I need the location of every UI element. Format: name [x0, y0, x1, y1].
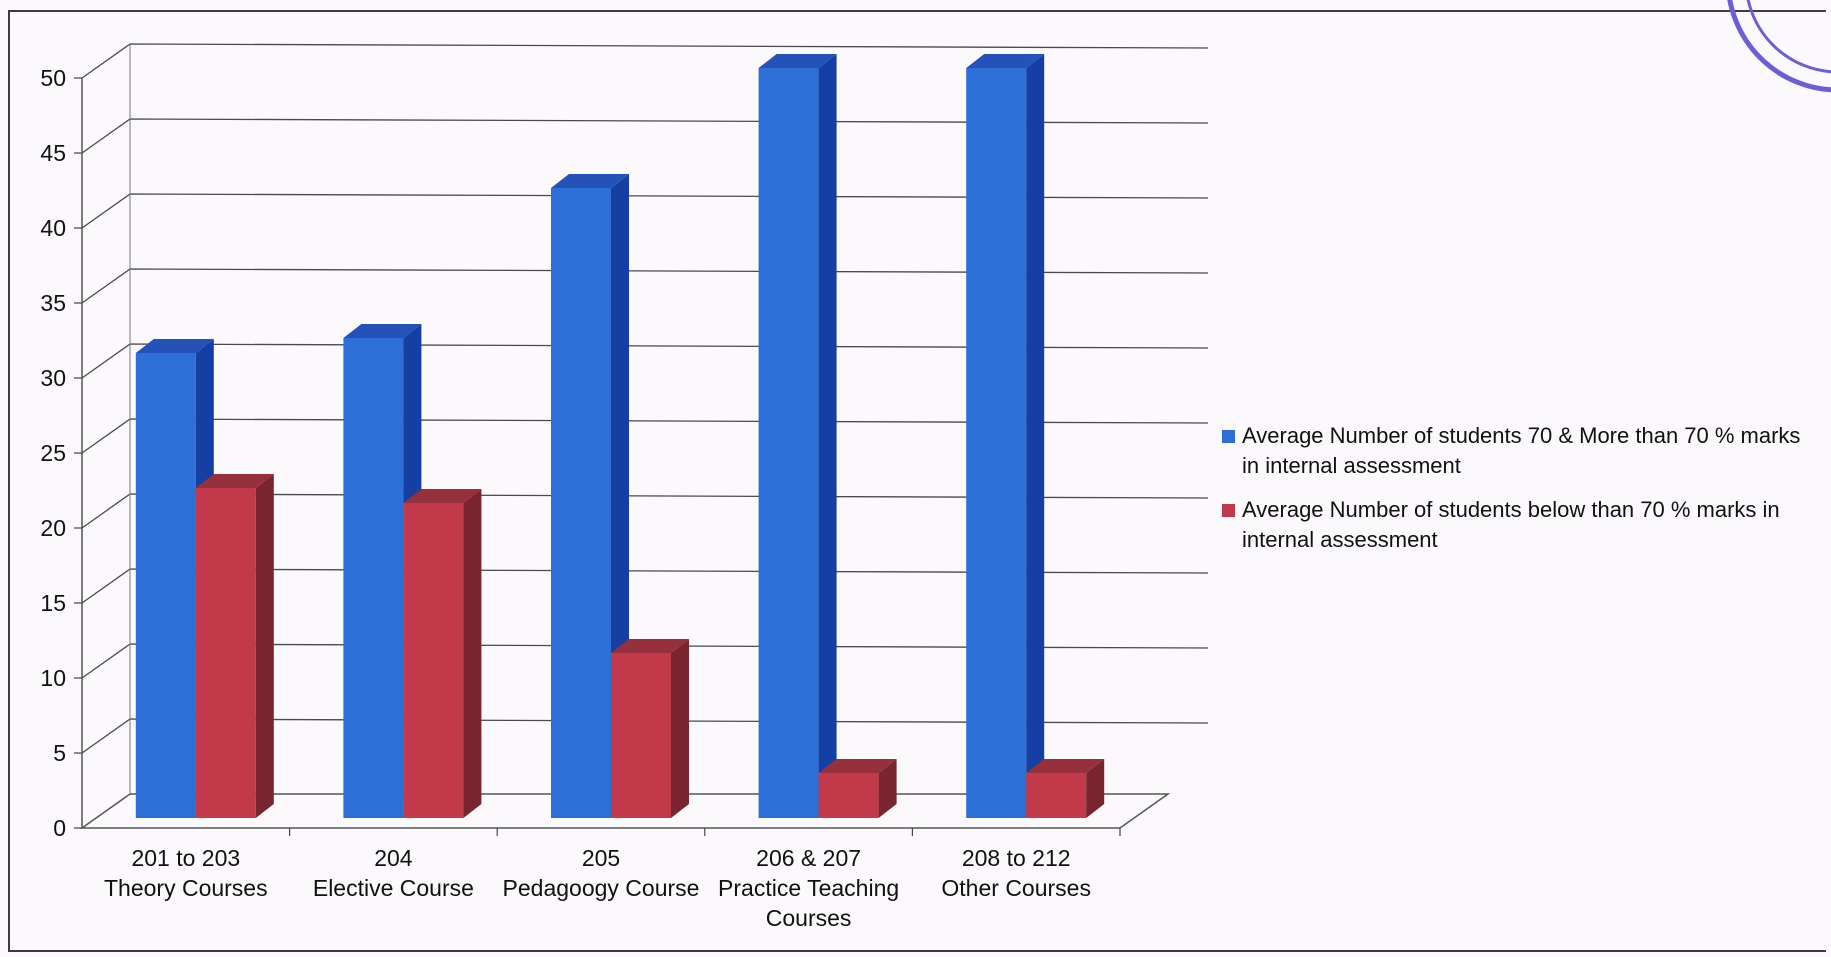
- bar-0-front: [551, 188, 611, 818]
- category-label: Theory Courses: [104, 875, 268, 901]
- bar-1-top: [403, 489, 482, 503]
- y-tick-label: 20: [40, 515, 66, 541]
- category-label: Elective Course: [313, 875, 474, 901]
- bar-1-side: [1086, 759, 1105, 818]
- bar-1-side: [255, 474, 274, 818]
- y-tick-label: 10: [40, 665, 66, 691]
- y-tick-label: 45: [40, 140, 66, 166]
- bar-0-side: [818, 54, 837, 818]
- bar-0-front: [966, 68, 1027, 818]
- chart-frame: [8, 10, 1826, 952]
- bar-1-side: [671, 639, 689, 818]
- bar-0-front: [343, 338, 404, 818]
- floor: [79, 793, 1171, 829]
- bar-1-top: [818, 759, 897, 773]
- category-label: 206 & 207: [756, 845, 861, 871]
- category-label: Practice Teaching: [718, 875, 899, 901]
- y-tick-label: 30: [40, 365, 66, 391]
- y-tick-label: 25: [40, 440, 66, 466]
- bar-0-front: [758, 68, 819, 818]
- category-label: Courses: [766, 905, 852, 931]
- bar-0-top: [135, 339, 214, 353]
- legend-swatch: [1222, 430, 1235, 443]
- bar-1-side: [878, 759, 897, 818]
- bar-1-top: [195, 474, 274, 488]
- legend-label: Average Number of students 70 & More tha…: [1242, 423, 1800, 448]
- y-tick-label: 35: [40, 290, 66, 316]
- bar-1-front: [403, 503, 464, 818]
- bar-0-side: [1026, 54, 1045, 818]
- legend-label: Average Number of students below than 70…: [1242, 497, 1780, 522]
- bar-1-top: [1026, 759, 1105, 773]
- legend-label: in internal assessment: [1242, 453, 1461, 478]
- bar-1-front: [195, 488, 256, 818]
- category-label: 201 to 203: [131, 845, 240, 871]
- y-tick-label: 5: [53, 740, 66, 766]
- bar-0-top: [966, 54, 1045, 68]
- legend-label: internal assessment: [1242, 527, 1438, 552]
- y-tick-label: 50: [40, 65, 66, 91]
- y-tick-label: 15: [40, 590, 66, 616]
- bar-1-front: [1026, 773, 1087, 818]
- bar-1-front: [818, 773, 879, 818]
- bar-0-top: [551, 174, 629, 188]
- category-label: 205: [582, 845, 620, 871]
- legend-swatch: [1222, 504, 1235, 517]
- category-label: 208 to 212: [962, 845, 1071, 871]
- bar-0-top: [758, 54, 837, 68]
- category-label: Pedagoogy Course: [503, 875, 700, 901]
- category-label: Other Courses: [941, 875, 1091, 901]
- bar-0-top: [343, 324, 422, 338]
- category-label: 204: [374, 845, 413, 871]
- bar-0-front: [135, 353, 196, 818]
- bar-1-side: [463, 489, 482, 818]
- stamp-seal: [1727, 0, 1831, 93]
- bar-1-top: [611, 639, 689, 653]
- y-tick-label: 0: [53, 815, 66, 841]
- y-tick-label: 40: [40, 215, 66, 241]
- bar-1-front: [611, 653, 671, 818]
